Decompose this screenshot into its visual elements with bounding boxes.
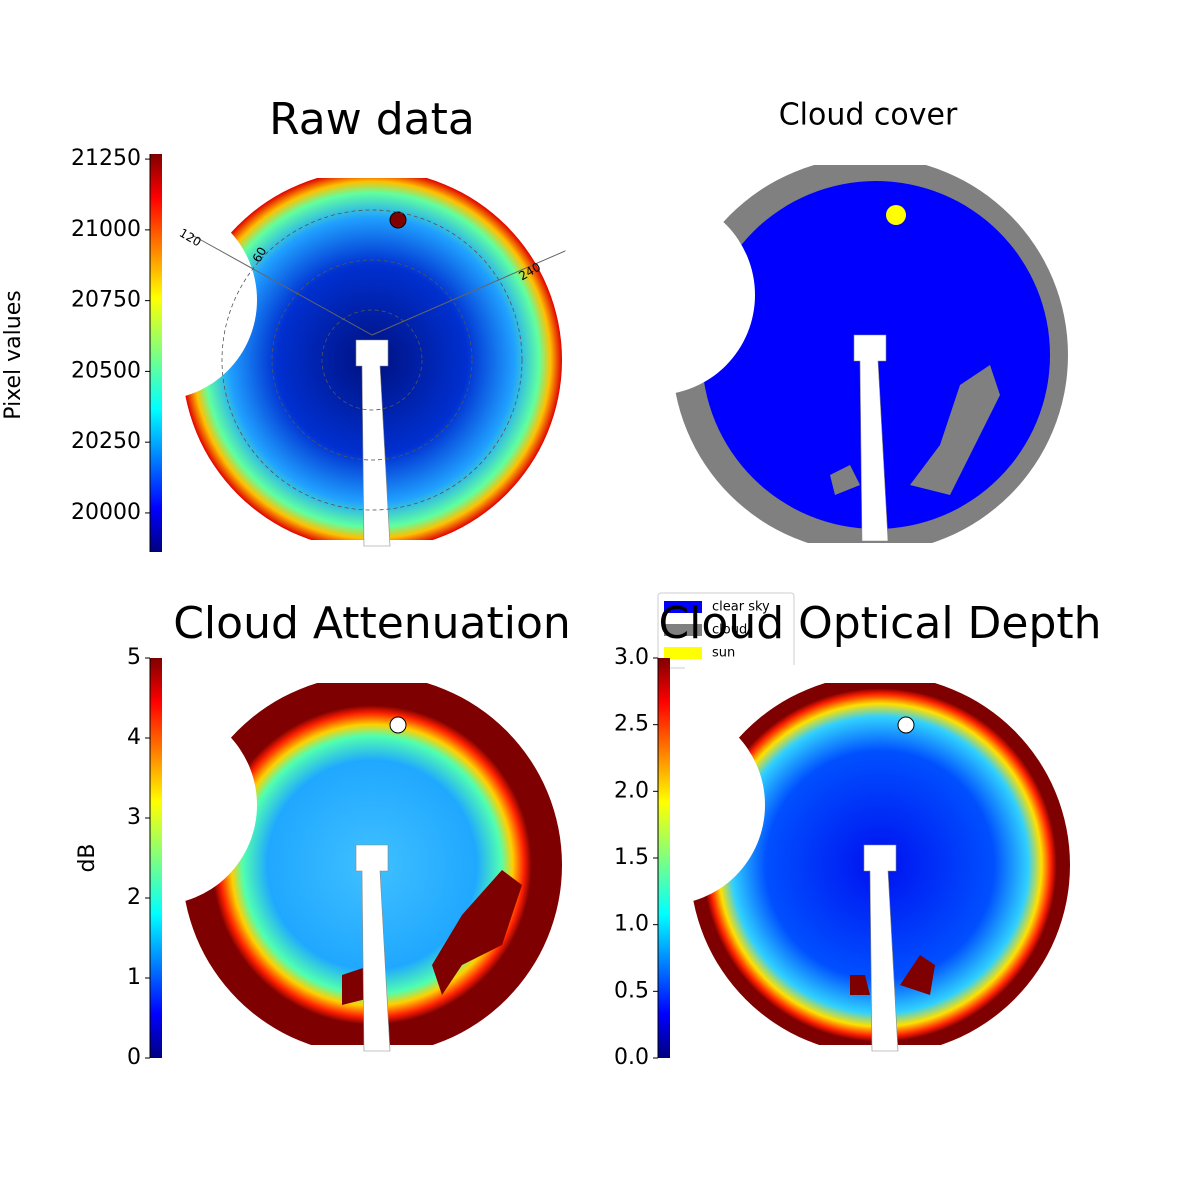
sun-hole <box>389 716 407 734</box>
colorbar-label: dB <box>75 843 100 872</box>
cover-bottom <box>177 1045 567 1065</box>
tick-label: 5 <box>127 645 141 670</box>
cloud-patch <box>850 955 935 995</box>
cover-bottom <box>667 543 1073 563</box>
mast <box>355 844 391 1052</box>
mast <box>355 339 391 547</box>
sun-hole <box>389 211 407 229</box>
cover-top <box>177 160 567 178</box>
polar-axis <box>191 234 373 336</box>
tick-label: 2.0 <box>614 778 649 803</box>
legend-label: clear sky <box>712 600 770 615</box>
mast <box>853 334 889 542</box>
tick-label: 20250 <box>71 429 141 454</box>
colorbar-label: Pixel values <box>1 290 26 419</box>
legend-swatch <box>664 647 702 659</box>
tick-label: 3 <box>127 805 141 830</box>
polar-axis <box>371 247 573 336</box>
tick-label: 0 <box>127 1045 141 1070</box>
sun <box>886 205 906 225</box>
panel-title: Cloud Attenuation <box>173 598 571 649</box>
panel-title: Cloud Optical Depth <box>658 598 1101 649</box>
horizon-notch <box>555 195 755 395</box>
tick-label: 1.0 <box>614 912 649 937</box>
legend-label: cloud <box>712 623 747 638</box>
polar-label: 60 <box>250 245 270 265</box>
cover-bottom <box>685 1045 1075 1065</box>
legend-label: sun <box>712 646 735 661</box>
cloud-patch <box>342 870 522 1005</box>
legend-swatch <box>664 601 702 613</box>
sun-hole <box>897 716 915 734</box>
tick-label: 2 <box>127 885 141 910</box>
mast <box>863 844 899 1052</box>
polar-circle <box>321 309 423 411</box>
cover-top <box>667 147 1073 165</box>
panel-title: Cloud cover <box>779 98 958 133</box>
tick-label: 3.0 <box>614 645 649 670</box>
cover-top <box>177 665 567 683</box>
tick-label: 4 <box>127 725 141 750</box>
tick-label: 20000 <box>71 500 141 525</box>
cover-bottom <box>177 540 567 560</box>
colorbar <box>658 658 670 1058</box>
tick-label: 21250 <box>71 146 141 171</box>
tick-label: 1.5 <box>614 845 649 870</box>
tick-label: 2.5 <box>614 712 649 737</box>
cloud-patch <box>830 365 1000 495</box>
polar-circle <box>271 259 473 461</box>
tick-label: 0.5 <box>614 978 649 1003</box>
legend-swatch <box>664 624 702 636</box>
polar-circle <box>221 209 523 511</box>
tick-label: 20500 <box>71 358 141 383</box>
colorbar <box>150 154 162 552</box>
colorbar <box>150 658 162 1058</box>
tick-label: 1 <box>127 965 141 990</box>
tick-label: 21000 <box>71 217 141 242</box>
cover-top <box>685 665 1075 683</box>
legend: clear sky cloud sun <box>657 592 795 669</box>
tick-label: 20750 <box>71 288 141 313</box>
tick-label: 0.0 <box>614 1045 649 1070</box>
panel-title: Raw data <box>269 94 475 145</box>
